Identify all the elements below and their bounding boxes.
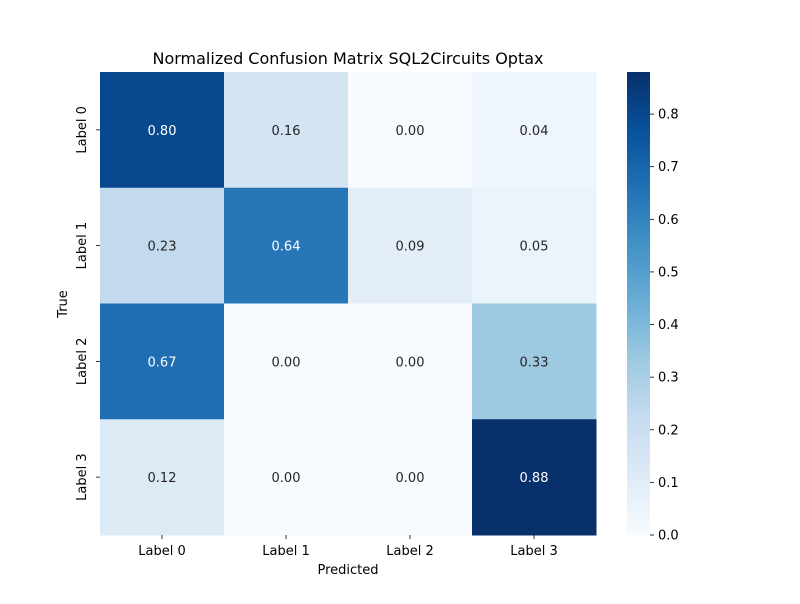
heatmap-cell	[100, 72, 225, 189]
cell-value-label: 0.00	[272, 471, 301, 486]
y-tick-label: Label 2	[75, 338, 90, 385]
heatmap-cells	[100, 72, 597, 536]
colorbar-tick-label: 0.2	[658, 423, 679, 438]
heatmap-cell	[224, 187, 349, 304]
colorbar	[627, 72, 650, 535]
colorbar-ticks: 0.0 0.1 0.2 0.3 0.4 0.5 0.6 0.7 0.8	[650, 108, 679, 544]
cell-value-label: 0.00	[272, 355, 301, 370]
heatmap-cell-labels: 0.80 0.16 0.00 0.04 0.23 0.64 0.09 0.05 0.67 0.00…	[148, 124, 549, 486]
y-tick-label: Label 1	[75, 222, 90, 269]
heatmap-cell	[472, 419, 597, 536]
heatmap-cell	[472, 187, 597, 304]
colorbar-tick-label: 0.6	[658, 213, 679, 228]
colorbar-tick-label: 0.0	[658, 529, 679, 544]
x-tick-label: Label 1	[262, 544, 309, 559]
cell-value-label: 0.00	[396, 124, 425, 139]
cell-value-label: 0.09	[396, 240, 425, 255]
cell-value-label: 0.64	[272, 240, 301, 255]
cell-value-label: 0.05	[520, 240, 549, 255]
y-axis-ticks: Label 0 Label 1 Label 2 Label 3	[75, 106, 100, 501]
x-axis-label: Predicted	[317, 563, 378, 578]
y-tick-label: Label 0	[75, 106, 90, 153]
x-tick-label: Label 3	[510, 544, 557, 559]
heatmap-cell	[100, 419, 225, 536]
cell-value-label: 0.04	[520, 124, 549, 139]
heatmap-cell	[472, 303, 597, 420]
cell-value-label: 0.12	[148, 471, 177, 486]
x-axis-ticks: Label 0 Label 1 Label 2 Label 3	[138, 535, 558, 559]
cell-value-label: 0.23	[148, 240, 177, 255]
colorbar-tick-label: 0.1	[658, 476, 679, 491]
cell-value-label: 0.00	[396, 355, 425, 370]
colorbar-tick-label: 0.3	[658, 371, 679, 386]
heatmap-cell	[224, 419, 349, 536]
cell-value-label: 0.33	[520, 355, 549, 370]
x-tick-label: Label 2	[386, 544, 433, 559]
heatmap-cell	[348, 72, 473, 189]
cell-value-label: 0.80	[148, 124, 177, 139]
colorbar-tick-label: 0.8	[658, 108, 679, 123]
heatmap-cell	[348, 187, 473, 304]
heatmap-cell	[224, 72, 349, 189]
chart-title: Normalized Confusion Matrix SQL2Circuits…	[152, 49, 543, 68]
y-tick-label: Label 3	[75, 453, 90, 500]
heatmap-cell	[100, 187, 225, 304]
colorbar-tick-label: 0.5	[658, 265, 679, 280]
cell-value-label: 0.00	[396, 471, 425, 486]
heatmap-cell	[100, 303, 225, 420]
y-axis-label: True	[56, 290, 71, 319]
heatmap-cell	[348, 419, 473, 536]
cell-value-label: 0.16	[272, 124, 301, 139]
cell-value-label: 0.67	[148, 355, 177, 370]
heatmap-cell	[224, 303, 349, 420]
colorbar-tick-label: 0.4	[658, 318, 679, 333]
cell-value-label: 0.88	[520, 471, 549, 486]
heatmap-cell	[348, 303, 473, 420]
heatmap-cell	[472, 72, 597, 189]
x-tick-label: Label 0	[138, 544, 185, 559]
colorbar-tick-label: 0.7	[658, 160, 679, 175]
